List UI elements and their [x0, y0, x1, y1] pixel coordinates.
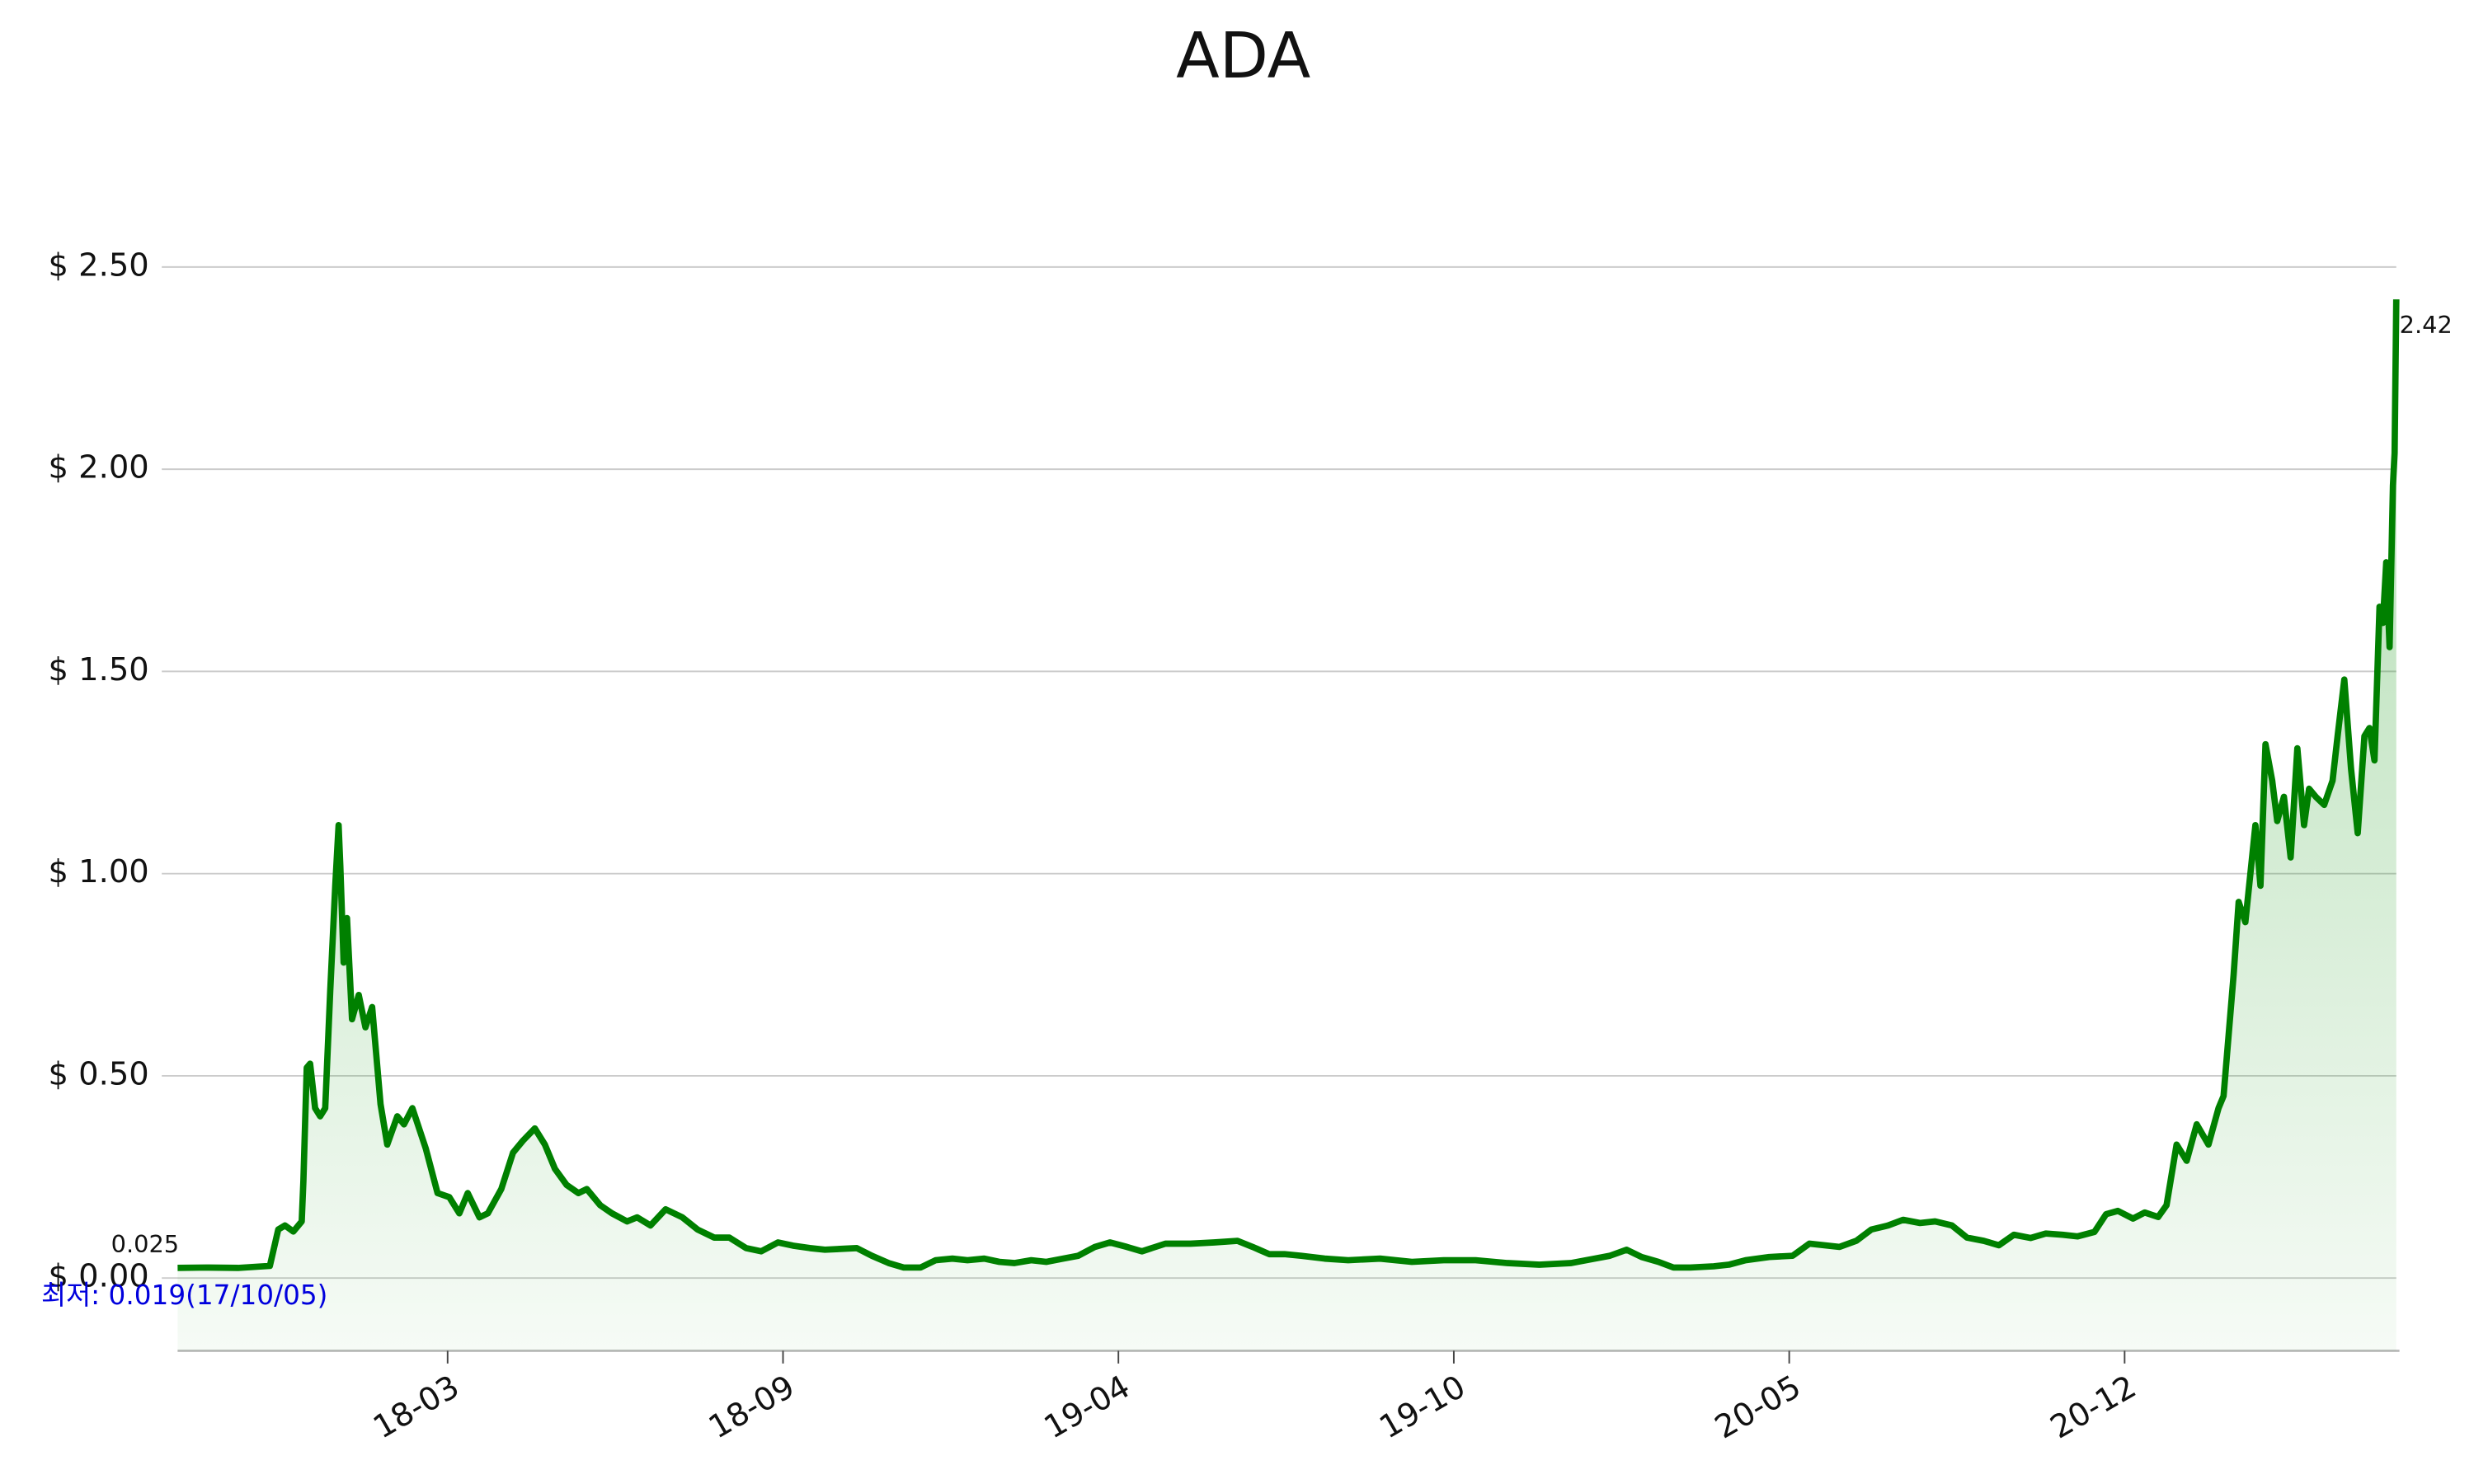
- x-tick-label: 20-05: [1709, 1369, 1807, 1447]
- y-tick-label: $ 2.50: [48, 247, 148, 284]
- min-annotation: 최저: 0.019(17/10/05): [41, 1280, 327, 1311]
- price-line: [177, 299, 2400, 1271]
- x-tick-label: 19-04: [1038, 1369, 1136, 1447]
- x-tick-label: 18-09: [703, 1369, 801, 1447]
- chart-title: ADA: [1176, 20, 1310, 93]
- end-annotation: 2.42: [2400, 311, 2453, 339]
- y-tick-label: $ 1.00: [48, 853, 148, 890]
- y-tick-label: $ 2.00: [48, 449, 148, 486]
- y-tick-label: $ 0.50: [48, 1055, 148, 1092]
- start-annotation: 0.025: [111, 1230, 180, 1258]
- area: [177, 299, 2396, 1351]
- y-tick-label: $ 0.00: [48, 1258, 148, 1295]
- x-tick-label: 19-10: [1373, 1369, 1471, 1447]
- x-tick-label: 18-03: [367, 1369, 465, 1447]
- x-tick-label: 20-12: [2044, 1369, 2142, 1447]
- y-tick-label: $ 1.50: [48, 651, 148, 688]
